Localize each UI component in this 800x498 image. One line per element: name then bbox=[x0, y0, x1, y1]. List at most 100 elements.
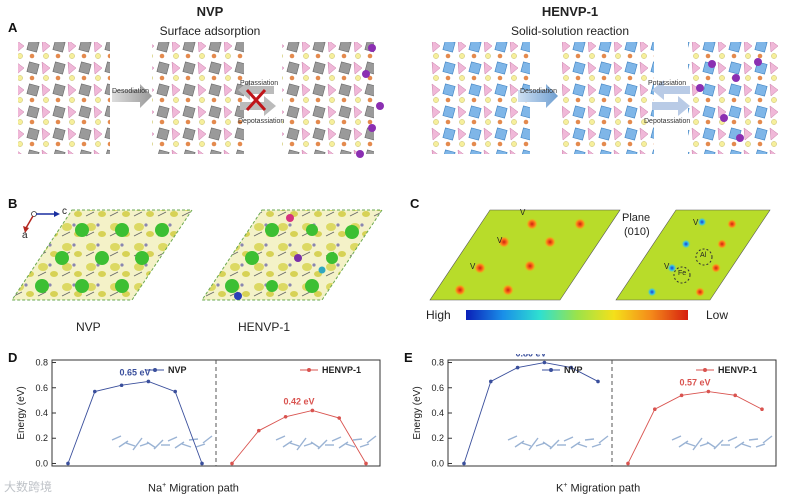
henvp-title: HENVP-1 bbox=[541, 4, 599, 19]
chart-d: 0.0 0.2 0.4 0.6 0.8 Energy (eV) 0.65 eV NVP 0.42… bbox=[16, 358, 381, 468]
chart-d-ytick-label: 0.8 bbox=[35, 358, 48, 368]
chart-d-point-0-4 bbox=[173, 389, 177, 394]
chart-d-legend-label-0: NVP bbox=[168, 365, 187, 375]
henvp-structure-3 bbox=[688, 42, 780, 154]
potassiation-arrow-left bbox=[238, 80, 274, 100]
panel-label-d: D bbox=[8, 350, 18, 365]
chart-d-point-1-0 bbox=[230, 461, 234, 466]
chart-d-point-1-2 bbox=[283, 414, 288, 419]
chart-d-point-0-2 bbox=[119, 383, 124, 388]
chart-d-legend-marker-0 bbox=[153, 368, 157, 372]
vac-label-4: V bbox=[693, 218, 699, 227]
chart-d-pathway-snapshot bbox=[111, 435, 213, 451]
chart-d-point-0-0 bbox=[66, 461, 70, 466]
chart-d-line-0 bbox=[67, 380, 203, 464]
chart-e-legend-marker-0 bbox=[549, 368, 553, 372]
chart-d-barrier-label-0: 0.65 eV bbox=[119, 367, 150, 377]
plane-label: Plane bbox=[622, 212, 651, 224]
chart-e-ylabel: Energy (eV) bbox=[412, 386, 423, 439]
chart-e-legend-label-1: HENVP-1 bbox=[718, 365, 757, 375]
chart-e-point-1-5 bbox=[760, 407, 764, 412]
chart-e-pathway-snapshot bbox=[671, 435, 773, 451]
chart-d-point-1-1 bbox=[257, 428, 261, 433]
panel-label-b: B bbox=[8, 196, 18, 211]
chart-d-ytick-label: 0.0 bbox=[35, 458, 48, 468]
chart-e-point-1-2 bbox=[679, 393, 684, 398]
chart-e-point-1-4 bbox=[733, 393, 737, 398]
chart-e-legend-marker-1 bbox=[703, 368, 707, 372]
left-desodiation-label: Desodiation bbox=[112, 88, 149, 95]
right-depotassiation-label: Depotassiation bbox=[644, 118, 691, 125]
fe-label: Fe bbox=[678, 270, 687, 277]
chart-d-legend-marker-1 bbox=[307, 368, 311, 372]
colorbar-high-label: High bbox=[426, 308, 451, 322]
panel-label-e: E bbox=[404, 350, 413, 365]
chart-d-point-1-4 bbox=[337, 416, 342, 420]
colorbar bbox=[466, 310, 688, 320]
chart-e-point-0-4 bbox=[569, 365, 573, 370]
chart-d-ytick-label: 0.6 bbox=[35, 383, 48, 393]
chart-d-point-0-1 bbox=[93, 389, 97, 394]
panel-label-a: A bbox=[8, 20, 18, 35]
nvp-contour-plane bbox=[429, 209, 621, 301]
chart-e-point-1-3 bbox=[706, 389, 711, 394]
chart-e-ytick-label: 0.2 bbox=[431, 433, 444, 443]
chart-d-ytick-label: 0.2 bbox=[35, 433, 48, 443]
colorbar-low-label: Low bbox=[706, 308, 729, 322]
al-site-marker bbox=[695, 248, 713, 266]
left-depotassiation-label: Depotassiation bbox=[238, 118, 285, 125]
nvp-title: NVP bbox=[196, 4, 224, 19]
chart-d-barrier-label-1: 0.42 eV bbox=[283, 396, 314, 406]
nvp-structure-1 bbox=[18, 42, 110, 154]
right-potassiation-label: Potassiation bbox=[648, 80, 687, 87]
vac-label-3: V bbox=[470, 262, 476, 271]
desodiation-arrow-left bbox=[112, 84, 152, 108]
chart-d-point-0-5 bbox=[200, 461, 204, 466]
chart-e: 0.0 0.2 0.4 0.6 0.8 Energy (eV) 0.80 eV NVP 0.57… bbox=[412, 354, 777, 468]
chart-e-point-0-5 bbox=[596, 379, 600, 384]
henvp-subtitle: Solid-solution reaction bbox=[510, 24, 630, 38]
chart-e-point-0-0 bbox=[462, 461, 466, 466]
chart-e-barrier-label-0: 0.80 eV bbox=[515, 354, 546, 359]
vac-label-2: V bbox=[497, 236, 503, 245]
henvp-structure-2 bbox=[562, 42, 654, 154]
desodiation-arrow-right bbox=[518, 84, 558, 108]
axis-a-arrow bbox=[25, 215, 34, 229]
chart-e-barrier-label-1: 0.57 eV bbox=[679, 378, 710, 388]
chart-d-ylabel: Energy (eV) bbox=[16, 386, 27, 439]
nvp-structure-3 bbox=[282, 42, 374, 154]
chart-d-ytick-label: 0.4 bbox=[35, 408, 48, 418]
axis-a-label: a bbox=[22, 230, 28, 241]
axis-origin-icon bbox=[31, 211, 37, 217]
chart-d-point-0-3 bbox=[146, 379, 151, 384]
chart-e-point-1-0 bbox=[626, 461, 630, 466]
plane-index: (010) bbox=[624, 226, 650, 238]
chart-d-point-1-3 bbox=[310, 408, 315, 413]
chart-e-ytick-label: 0.0 bbox=[431, 458, 444, 468]
chart-d-pathway-snapshot bbox=[275, 435, 377, 451]
chart-e-line-1 bbox=[627, 391, 763, 464]
panel-c-contour bbox=[429, 209, 771, 301]
panel-a-structures bbox=[18, 42, 780, 158]
nvp-structure-2 bbox=[152, 42, 244, 154]
panel-b-charge-density bbox=[12, 209, 383, 301]
chart-d-line-1 bbox=[231, 410, 367, 464]
chart-e-ytick-label: 0.6 bbox=[431, 383, 444, 393]
depotassiation-arrow-right bbox=[652, 96, 690, 116]
chart-e-point-0-1 bbox=[489, 379, 493, 384]
chart-e-point-1-1 bbox=[653, 407, 657, 412]
al-label: Al bbox=[700, 252, 707, 259]
nvp-b-label: NVP bbox=[76, 320, 101, 334]
potassiation-arrow-right bbox=[652, 80, 690, 100]
henvp-b-label: HENVP-1 bbox=[238, 320, 291, 334]
axis-c-label: c bbox=[62, 206, 67, 217]
left-potassiation-label: Potassiation bbox=[240, 80, 279, 87]
chart-d-point-1-5 bbox=[364, 461, 368, 466]
henvp-contour-plane bbox=[615, 209, 771, 301]
vac-label-5: V bbox=[664, 262, 670, 271]
chart-e-pathway-snapshot bbox=[507, 435, 609, 451]
right-desodiation-label: Desodiation bbox=[520, 88, 557, 95]
chart-e-line-0 bbox=[463, 362, 599, 464]
chart-e-point-0-3 bbox=[542, 360, 547, 365]
panel-label-c: C bbox=[410, 196, 420, 211]
